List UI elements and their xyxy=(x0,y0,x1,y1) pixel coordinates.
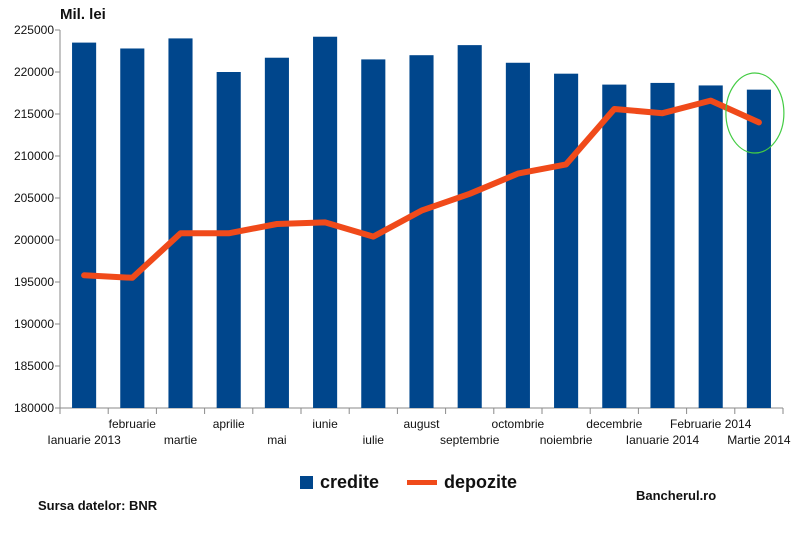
x-tick-label: septembrie xyxy=(440,433,500,447)
y-axis-unit-label: Mil. lei xyxy=(60,6,106,23)
bar-credite xyxy=(409,55,434,408)
bar-credite xyxy=(457,45,482,409)
x-tick-label: Martie 2014 xyxy=(727,433,791,447)
bar-credite xyxy=(698,85,723,408)
y-tick-label: 185000 xyxy=(14,359,54,373)
highlight-marks xyxy=(725,72,785,154)
credit-deposit-chart: 180000 185000 190000 195000 200000 205000 2100… xyxy=(14,23,791,447)
point-depozite xyxy=(708,98,713,103)
point-depozite xyxy=(419,208,424,213)
y-tick-label: 180000 xyxy=(14,401,54,415)
point-depozite xyxy=(82,273,87,278)
x-tick-label: Ianuarie 2013 xyxy=(47,433,121,447)
y-tick-label: 215000 xyxy=(14,107,54,121)
x-tick-label: octombrie xyxy=(492,417,545,431)
y-tick-labels: 180000 185000 190000 195000 200000 205000 2100… xyxy=(14,23,54,415)
point-depozite xyxy=(178,231,183,236)
point-depozite xyxy=(274,222,279,227)
point-depozite xyxy=(756,120,761,125)
x-tick-label: august xyxy=(403,417,440,431)
site-credit: Bancherul.ro xyxy=(636,488,717,503)
y-tick-label: 220000 xyxy=(14,65,54,79)
x-tick-label: mai xyxy=(267,433,286,447)
credite-bars xyxy=(72,36,771,409)
y-tick-label: 205000 xyxy=(14,191,54,205)
legend-item-depozite: depozite xyxy=(407,472,517,493)
legend-swatch-depozite xyxy=(407,480,438,485)
point-depozite xyxy=(130,275,135,280)
point-depozite xyxy=(612,106,617,111)
point-depozite xyxy=(467,191,472,196)
legend-label-credite: credite xyxy=(320,472,380,492)
x-tick-label: iunie xyxy=(312,417,338,431)
point-depozite xyxy=(323,220,328,225)
x-tick-label: Februarie 2014 xyxy=(670,417,752,431)
y-tick-label: 190000 xyxy=(14,317,54,331)
point-depozite xyxy=(564,162,569,167)
highlight-ellipse xyxy=(725,72,785,154)
y-tick-label: 200000 xyxy=(14,233,54,247)
y-tick-label: 195000 xyxy=(14,275,54,289)
x-tick-label: aprilie xyxy=(213,417,245,431)
x-tick-label: noiembrie xyxy=(540,433,593,447)
data-source: Sursa datelor: BNR xyxy=(38,498,158,513)
bar-credite xyxy=(650,82,675,409)
legend-item-credite: credite xyxy=(300,472,379,493)
point-depozite xyxy=(660,111,665,116)
x-tick-label: martie xyxy=(164,433,198,447)
bar-credite xyxy=(264,57,289,408)
depozite-line-group xyxy=(81,97,762,281)
y-tick-label: 225000 xyxy=(14,23,54,37)
bar-credite xyxy=(602,84,627,408)
bar-credite xyxy=(168,38,193,409)
bar-credite xyxy=(505,62,530,408)
point-depozite xyxy=(226,231,231,236)
x-tick-labels: Ianuarie 2013 februarie martie aprilie mai iu… xyxy=(47,417,791,447)
bar-credite xyxy=(120,48,145,408)
bar-credite xyxy=(216,72,241,408)
legend-label-depozite: depozite xyxy=(444,472,518,492)
x-tick-label: iulie xyxy=(363,433,385,447)
x-tick-label: Ianuarie 2014 xyxy=(626,433,700,447)
point-depozite xyxy=(371,234,376,239)
point-depozite xyxy=(515,171,520,176)
legend: credite depozite xyxy=(300,472,517,493)
y-tick-label: 210000 xyxy=(14,149,54,163)
legend-swatch-credite xyxy=(300,476,313,489)
x-tick-label: februarie xyxy=(109,417,157,431)
bar-credite xyxy=(746,89,771,408)
x-tick-label: decembrie xyxy=(586,417,642,431)
bar-credite xyxy=(72,42,97,408)
bar-credite xyxy=(554,73,579,409)
